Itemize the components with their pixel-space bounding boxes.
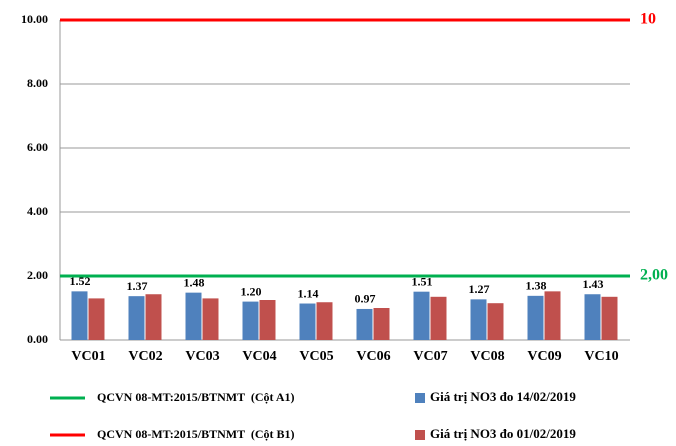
- legend-label: Giá trị NO3 đo 01/02/2019: [430, 426, 576, 441]
- data-label: 1.52: [70, 274, 91, 288]
- bar: [470, 299, 487, 340]
- data-label: 1.51: [412, 274, 433, 288]
- x-tick-label: VC04: [242, 349, 276, 364]
- y-tick-label: 2.00: [27, 268, 48, 282]
- legend-label: Giá trị NO3 đo 14/02/2019: [430, 389, 576, 404]
- bar: [584, 294, 601, 340]
- bar: [601, 296, 618, 340]
- data-label: 1.37: [127, 279, 148, 293]
- y-tick-label: 6.00: [27, 140, 48, 154]
- data-label: 0.97: [355, 292, 376, 306]
- bar: [544, 291, 561, 340]
- x-tick-label: VC06: [356, 349, 390, 364]
- bar: [145, 294, 162, 340]
- data-label: 1.14: [298, 286, 319, 300]
- y-tick-label: 10.00: [21, 12, 48, 26]
- bar: [487, 303, 504, 340]
- x-tick-label: VC09: [527, 349, 561, 364]
- bar: [128, 296, 145, 340]
- bar: [299, 303, 316, 340]
- bar: [430, 296, 447, 340]
- y-tick-label: 4.00: [27, 204, 48, 218]
- x-tick-label: VC10: [584, 349, 618, 364]
- legend-label: QCVN 08-MT:2015/BTNMT (Cột A1): [97, 390, 295, 404]
- y-tick-label: 8.00: [27, 76, 48, 90]
- reference-label: 2,00: [640, 267, 668, 284]
- x-tick-label: VC03: [185, 349, 219, 364]
- x-tick-label: VC08: [470, 349, 504, 364]
- x-tick-label: VC05: [299, 349, 333, 364]
- legend-swatch: [415, 430, 425, 440]
- data-label: 1.48: [184, 275, 205, 289]
- bar: [259, 300, 276, 340]
- data-label: 1.27: [469, 282, 490, 296]
- bar: [316, 302, 333, 340]
- bar: [242, 301, 259, 340]
- y-tick-label: 0.00: [27, 332, 48, 346]
- bar: [202, 298, 219, 340]
- legend-label: QCVN 08-MT:2015/BTNMT (Cột B1): [97, 427, 295, 441]
- data-label: 1.38: [526, 279, 547, 293]
- reference-label: 10: [640, 11, 656, 28]
- bar: [373, 308, 390, 340]
- x-tick-label: VC01: [71, 349, 105, 364]
- bar: [356, 308, 373, 340]
- x-tick-label: VC07: [413, 349, 447, 364]
- bar: [527, 295, 544, 340]
- data-label: 1.20: [241, 284, 262, 298]
- legend-swatch: [415, 393, 425, 403]
- bar: [413, 291, 430, 340]
- bar: [71, 291, 88, 340]
- data-label: 1.43: [583, 277, 604, 291]
- bar: [88, 298, 105, 340]
- x-tick-label: VC02: [128, 349, 162, 364]
- bar: [185, 292, 202, 340]
